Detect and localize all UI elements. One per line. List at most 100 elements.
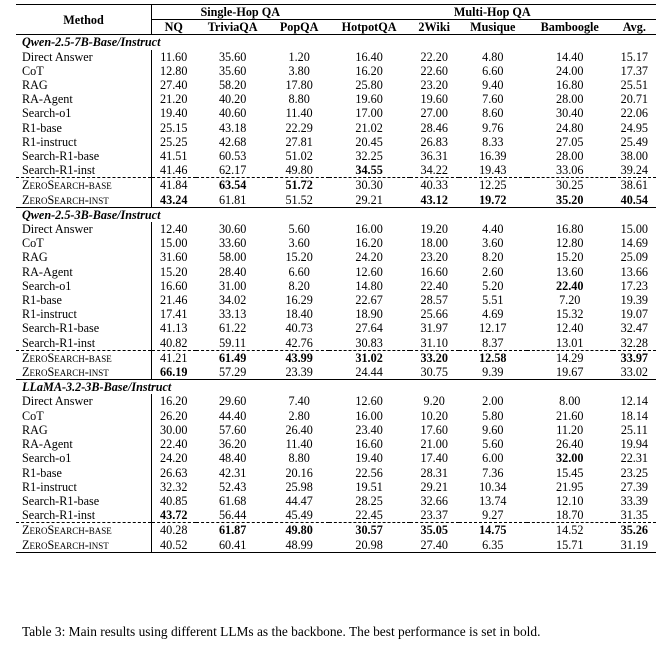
table-cell: 20.98 bbox=[355, 537, 383, 552]
table-cell: 9.20 bbox=[423, 394, 445, 409]
table-cell: 21.60 bbox=[556, 408, 584, 423]
table-row: Search-R1-inst 43.72 56.44 45.49 22.45 23.37 9… bbox=[16, 508, 656, 523]
table-cell: 25.09 bbox=[620, 250, 649, 265]
table-cell: 28.40 bbox=[218, 264, 247, 279]
table-cell: 32.32 bbox=[160, 479, 188, 494]
table-cell: 41.46 bbox=[160, 163, 188, 178]
table-cell: 15.20 bbox=[285, 250, 313, 265]
table-cell: 16.20 bbox=[355, 236, 383, 251]
table-cell: 12.17 bbox=[479, 321, 507, 336]
table-cell: 35.05 bbox=[420, 523, 448, 538]
table-cell: 1.20 bbox=[288, 49, 310, 64]
table-cell: 34.55 bbox=[355, 163, 383, 178]
table-cell: 16.00 bbox=[355, 408, 383, 423]
method-name: CoT bbox=[16, 408, 153, 423]
table-cell: 2.80 bbox=[288, 408, 310, 423]
table-cell: 40.85 bbox=[160, 493, 188, 508]
table-cell: 16.60 bbox=[420, 264, 448, 279]
table-cell: 33.02 bbox=[620, 365, 649, 380]
method-name: R1-base bbox=[16, 465, 153, 480]
table-cell: 15.20 bbox=[556, 250, 584, 265]
table-cell: 28.00 bbox=[556, 149, 584, 164]
method-name: R1-instruct bbox=[16, 134, 153, 150]
table-cell: 25.49 bbox=[620, 134, 649, 149]
table-cell: 33.97 bbox=[620, 350, 649, 365]
table-row: R1-instruct 25.25 42.68 27.81 20.45 26.83 8.33… bbox=[16, 134, 656, 150]
method-name-text: ZeroSearch-inst bbox=[22, 365, 109, 380]
method-name: Direct Answer bbox=[16, 394, 153, 409]
table-row: ZeroSearch-base 40.28 61.87 49.80 30.57 35.05… bbox=[16, 522, 656, 538]
table-cell: 30.25 bbox=[556, 178, 584, 193]
table-cell: 40.52 bbox=[160, 537, 188, 552]
table-cell: 40.73 bbox=[285, 321, 313, 336]
table-cell: 40.60 bbox=[218, 106, 247, 121]
table-cell: 28.25 bbox=[355, 493, 383, 508]
table-cell: 26.20 bbox=[160, 408, 188, 423]
table-cell: 16.40 bbox=[355, 49, 383, 64]
table-cell: 30.40 bbox=[556, 106, 584, 121]
table-cell: 17.41 bbox=[160, 307, 188, 322]
table-cell: 44.40 bbox=[218, 408, 247, 423]
col-bamboogle: Bamboogle bbox=[540, 20, 599, 35]
method-name: Search-o1 bbox=[16, 278, 153, 294]
table-cell: 9.27 bbox=[482, 508, 504, 523]
table-cell: 33.39 bbox=[620, 493, 649, 508]
table-cell: 16.20 bbox=[160, 394, 188, 409]
table-cell: 19.39 bbox=[620, 293, 649, 308]
table-cell: 56.44 bbox=[218, 508, 247, 523]
table-cell: 12.40 bbox=[160, 222, 188, 237]
table-cell: 4.40 bbox=[482, 222, 504, 237]
table-cell: 30.00 bbox=[160, 422, 188, 437]
table-cell: 28.00 bbox=[556, 92, 584, 107]
table-cell: 11.40 bbox=[285, 106, 313, 121]
table-row: RA-Agent 21.20 40.20 8.80 19.60 19.60 7.60 28.0… bbox=[16, 92, 656, 107]
table-cell: 59.11 bbox=[219, 335, 247, 350]
table-cell: 18.14 bbox=[620, 408, 649, 423]
table-cell: 31.19 bbox=[620, 537, 649, 552]
table-cell: 60.41 bbox=[218, 537, 247, 552]
table-cell: 22.40 bbox=[160, 437, 188, 452]
method-name: ZeroSearch-base bbox=[16, 522, 153, 538]
header-method: Method bbox=[16, 4, 153, 35]
section-header: LLaMA-3.2-3B-Base/Instruct bbox=[16, 379, 656, 395]
table-cell: 33.20 bbox=[420, 350, 448, 365]
table-cell: 31.60 bbox=[160, 250, 188, 265]
table-cell: 30.60 bbox=[218, 222, 247, 237]
table-cell: 41.84 bbox=[160, 178, 188, 193]
table-cell: 5.60 bbox=[288, 222, 310, 237]
method-name: Search-o1 bbox=[16, 106, 153, 121]
table-cell: 19.20 bbox=[420, 222, 448, 237]
table-cell: 57.29 bbox=[218, 365, 247, 380]
table-cell: 48.40 bbox=[218, 451, 247, 466]
col-triviaqa: TriviaQA bbox=[207, 20, 258, 35]
table-cell: 15.20 bbox=[160, 264, 188, 279]
table-cell: 35.20 bbox=[556, 192, 584, 207]
method-name: CoT bbox=[16, 236, 153, 251]
table-cell: 17.00 bbox=[355, 106, 383, 121]
table-cell: 16.60 bbox=[355, 437, 383, 452]
table-cell: 11.20 bbox=[556, 422, 584, 437]
table-cell: 45.49 bbox=[285, 508, 313, 523]
table-cell: 22.29 bbox=[285, 120, 313, 135]
table-cell: 22.67 bbox=[355, 293, 383, 308]
method-name: RA-Agent bbox=[16, 437, 153, 452]
table-cell: 18.00 bbox=[420, 236, 448, 251]
table-cell: 6.35 bbox=[482, 537, 504, 552]
table-cell: 63.54 bbox=[218, 178, 247, 193]
table-cell: 24.00 bbox=[556, 63, 584, 78]
table-cell: 25.80 bbox=[355, 78, 383, 93]
table-cell: 40.54 bbox=[620, 192, 649, 207]
table-cell: 10.34 bbox=[479, 479, 507, 494]
table-cell: 61.68 bbox=[218, 493, 247, 508]
table-cell: 9.39 bbox=[482, 365, 504, 380]
table-cell: 7.60 bbox=[482, 92, 504, 107]
table-row: RA-Agent 22.40 36.20 11.40 16.60 21.00 5.60 26.… bbox=[16, 437, 656, 452]
table-cell: 61.81 bbox=[218, 192, 247, 207]
section-title: LLaMA-3.2-3B-Base/Instruct bbox=[22, 380, 172, 395]
method-name: ZeroSearch-base bbox=[16, 177, 153, 193]
table-cell: 2.60 bbox=[482, 264, 504, 279]
table-cell: 8.60 bbox=[482, 106, 504, 121]
table-cell: 35.60 bbox=[218, 63, 247, 78]
table-cell: 28.46 bbox=[420, 120, 448, 135]
